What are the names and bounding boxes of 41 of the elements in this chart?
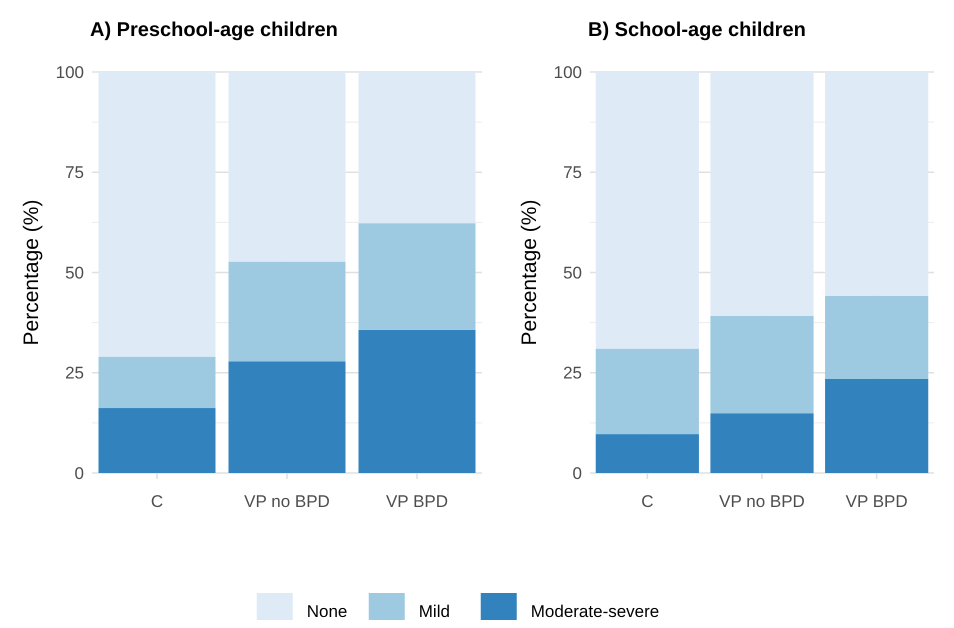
y-tick-label: 100	[554, 62, 582, 82]
x-tick-label: VP no BPD	[244, 492, 330, 511]
y-tick-label: 75	[65, 163, 84, 182]
bar	[228, 262, 346, 362]
y-tick-label: 0	[74, 464, 84, 483]
x-tick-label: C	[641, 492, 654, 511]
bar	[596, 348, 699, 434]
x-tick-label: C	[150, 492, 164, 511]
bar	[710, 413, 814, 473]
x-tick-label: VP BPD	[846, 492, 908, 511]
bar	[825, 296, 928, 379]
bar	[98, 72, 216, 357]
bar	[228, 362, 346, 473]
y-axis-title: Percentage (%)	[20, 200, 43, 346]
y-tick-label: 75	[563, 163, 582, 182]
bar	[710, 72, 814, 316]
bar	[98, 408, 216, 473]
chart-title: B) School-age children	[588, 19, 806, 41]
bar	[228, 72, 346, 262]
bar	[596, 72, 699, 349]
bar	[98, 356, 216, 408]
y-tick-label: 100	[56, 62, 84, 82]
bar	[596, 434, 699, 473]
bar	[825, 72, 928, 296]
legend-label: Moderate-severe	[530, 602, 660, 621]
y-axis-title: Percentage (%)	[518, 200, 541, 346]
legend-label: None	[306, 602, 348, 621]
bar	[358, 72, 476, 224]
y-tick-label: 50	[563, 263, 582, 282]
y-tick-label: 50	[65, 263, 84, 282]
y-tick-label: 25	[563, 364, 582, 383]
y-tick-label: 25	[65, 364, 84, 383]
x-tick-label: VP no BPD	[719, 492, 805, 511]
x-tick-label: VP BPD	[386, 492, 448, 511]
legend-label: Mild	[418, 602, 450, 621]
bar	[358, 223, 476, 330]
chart-title: A) Preschool-age children	[90, 19, 338, 41]
bar	[710, 316, 814, 414]
y-tick-label: 0	[572, 464, 582, 483]
bar	[825, 378, 928, 473]
bar	[358, 330, 476, 473]
